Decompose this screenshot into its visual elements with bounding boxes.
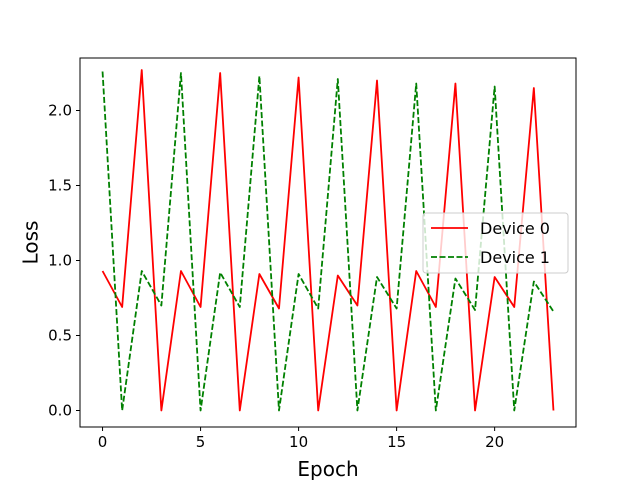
ticks-layer: 0 5 10 15 20 0.0 0.5 1.0 1.5 2.0: [48, 102, 504, 452]
y-tick-label: 1.0: [48, 252, 72, 270]
y-axis-label: Loss: [19, 221, 43, 265]
legend: Device 0 Device 1: [422, 212, 569, 274]
y-tick-label: 2.0: [48, 102, 72, 120]
x-tick-label: 15: [387, 433, 406, 451]
x-tick-label: 20: [485, 433, 504, 451]
y-tick-label: 0.5: [48, 327, 72, 345]
legend-label: Device 0: [480, 219, 550, 238]
legend-label: Device 1: [480, 248, 550, 267]
x-tick-label: 10: [289, 433, 308, 451]
x-axis-label: Epoch: [297, 457, 358, 480]
x-tick-label: 0: [98, 433, 108, 451]
y-tick-label: 1.5: [48, 177, 72, 195]
y-tick-label: 0.0: [48, 402, 72, 420]
x-tick-label: 5: [196, 433, 206, 451]
plot-frame: [79, 57, 577, 428]
series-line-device-0: [101, 69, 555, 412]
